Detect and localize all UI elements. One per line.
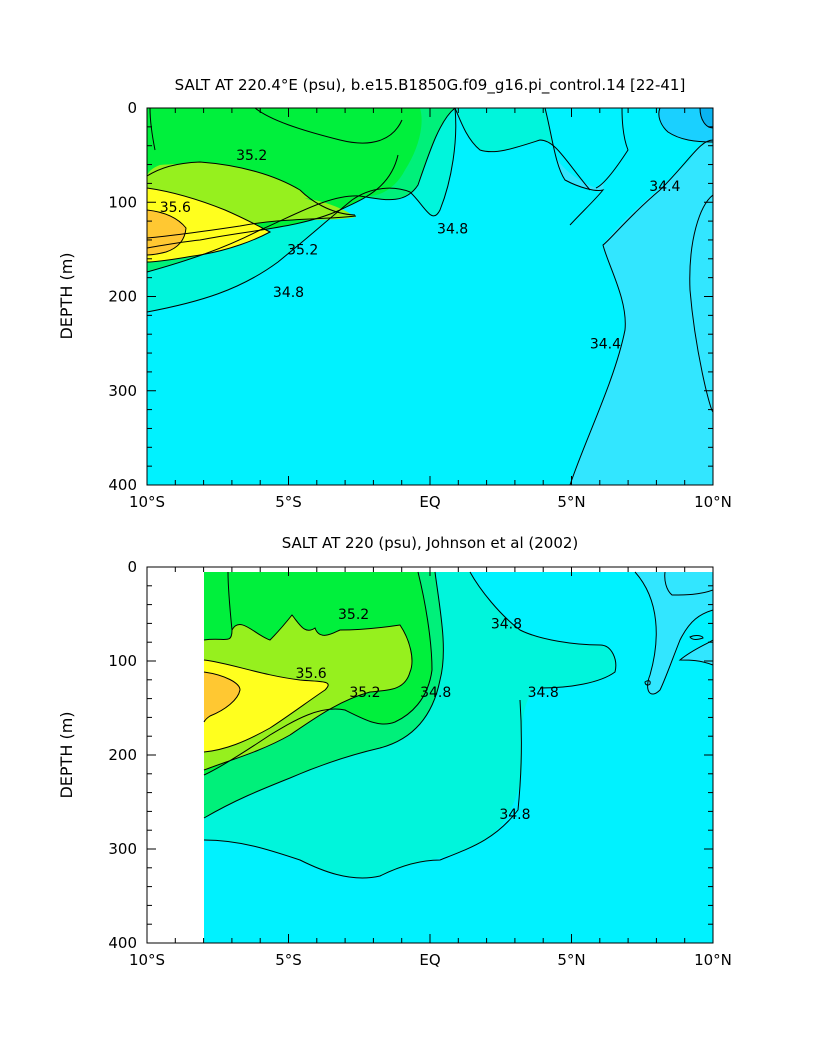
contour-label: 35.2 — [236, 148, 267, 164]
contour-line-35_6 — [203, 659, 329, 753]
y-tick-label: 200 — [108, 746, 137, 764]
y-tick-label: 0 — [127, 558, 137, 576]
contour-line-34_4-c — [689, 194, 713, 413]
y-tick-label: 0 — [127, 99, 137, 117]
contour-label: 34.8 — [420, 685, 451, 701]
x-tick-labels-top: 10°S 5°S EQ 5°N 10°N — [129, 493, 732, 511]
fill-34_4 — [545, 108, 713, 485]
contour-line-35_4-top — [147, 161, 356, 216]
contour-line-34_8-b — [454, 108, 591, 191]
x-tick-label: 5°N — [557, 951, 585, 969]
fill-34_0 — [700, 108, 713, 128]
fill-35_4-top — [147, 164, 356, 216]
x-tick-label: 5°S — [275, 493, 302, 511]
contour-line-34_2 — [658, 108, 713, 143]
contour-line-34_6 — [634, 571, 713, 695]
y-axis-label-bottom: DEPTH (m) — [57, 711, 76, 798]
fill-35_8 — [147, 210, 186, 255]
y-tick-label: 300 — [108, 382, 137, 400]
contour-line-34_8-b — [203, 699, 522, 879]
contour-line-small-loop — [689, 634, 704, 640]
fill-35_2-core — [150, 108, 422, 197]
contour-lines-bottom — [203, 571, 713, 879]
panel-bottom: SALT AT 220 (psu), Johnson et al (2002) — [57, 534, 732, 969]
contour-label: 35.6 — [296, 666, 327, 682]
contour-line-34_8-a — [469, 571, 617, 689]
y-tick-label: 400 — [108, 476, 137, 494]
contour-line-35_0 — [203, 571, 444, 819]
contour-line-34_4-a — [595, 108, 629, 189]
contour-labels-bottom: 35.2 35.6 35.2 34.8 34.8 34.8 34.8 — [296, 607, 559, 823]
contour-label: 34.4 — [649, 179, 680, 195]
fill-34_6-right — [635, 572, 713, 695]
contour-fill-top — [147, 108, 713, 485]
contour-line-34_6 — [544, 108, 605, 226]
fill-34_4-east — [689, 195, 713, 412]
contour-line-34_4-b — [569, 139, 713, 485]
panel-top: SALT AT 220.4°E (psu), b.e15.B1850G.f09_… — [57, 76, 732, 511]
x-tick-label: 5°S — [275, 951, 302, 969]
fill-35_8 — [204, 672, 240, 722]
y-axis-label-top: DEPTH (m) — [57, 252, 76, 339]
contour-fill-bottom — [204, 572, 713, 943]
chart-title-bottom: SALT AT 220 (psu), Johnson et al (2002) — [282, 534, 579, 552]
x-tick-label: 10°N — [694, 493, 732, 511]
contour-line-35_0 — [147, 108, 456, 273]
contour-label: 35.6 — [160, 200, 191, 216]
y-tick-label: 400 — [108, 934, 137, 952]
y-tick-labels-bottom: 0 100 200 300 400 — [108, 558, 137, 952]
x-tick-label: EQ — [419, 951, 440, 969]
y-tick-label: 100 — [108, 193, 137, 211]
contour-label: 34.8 — [273, 285, 304, 301]
contour-label: 34.8 — [499, 807, 530, 823]
contour-label: 35.2 — [338, 607, 369, 623]
axis-ticks-bottom — [146, 566, 714, 944]
contour-line-35_4-bot — [147, 215, 357, 239]
contour-line-34_4-b — [678, 639, 713, 666]
y-tick-label: 300 — [108, 840, 137, 858]
contour-label: 34.8 — [491, 616, 522, 632]
fill-34_2 — [658, 108, 713, 142]
contour-label: 35.2 — [287, 242, 318, 258]
contour-labels-top: 35.2 35.6 35.2 34.8 34.8 34.4 34.4 — [160, 148, 681, 353]
y-tick-label: 200 — [108, 288, 137, 306]
contour-label: 34.8 — [437, 222, 468, 238]
contour-label: 34.8 — [528, 685, 559, 701]
chart-title-top: SALT AT 220.4°E (psu), b.e15.B1850G.f09_… — [175, 76, 686, 95]
x-tick-label: 10°S — [129, 493, 165, 511]
fill-34_6-right — [545, 108, 628, 188]
contour-line-34_0 — [699, 108, 713, 129]
contour-line-35_6 — [147, 187, 272, 263]
contour-line-34_8-a — [147, 108, 457, 313]
y-tick-labels-top: 0 100 200 300 400 — [108, 99, 137, 494]
x-tick-label: EQ — [419, 493, 440, 511]
x-tick-label: 10°S — [129, 951, 165, 969]
contour-line-35_4 — [203, 614, 413, 771]
x-tick-labels-bottom: 10°S 5°S EQ 5°N 10°N — [129, 951, 732, 969]
contour-line-34_4 — [664, 571, 713, 596]
axis-ticks-top — [146, 107, 714, 486]
x-tick-label: 10°N — [694, 951, 732, 969]
contour-line-35_8 — [203, 671, 241, 723]
contour-line-35_2-top — [254, 108, 403, 144]
y-tick-label: 100 — [108, 652, 137, 670]
contour-label: 34.4 — [590, 337, 621, 353]
x-tick-label: 5°N — [557, 493, 585, 511]
contour-line-small-loop-2 — [644, 680, 651, 686]
contour-label: 35.2 — [349, 685, 380, 701]
contour-line-35_8 — [147, 209, 187, 256]
contour-line-35_2 — [203, 571, 433, 776]
contour-line-35_2-left — [227, 571, 233, 631]
contour-lines-top — [147, 108, 713, 485]
